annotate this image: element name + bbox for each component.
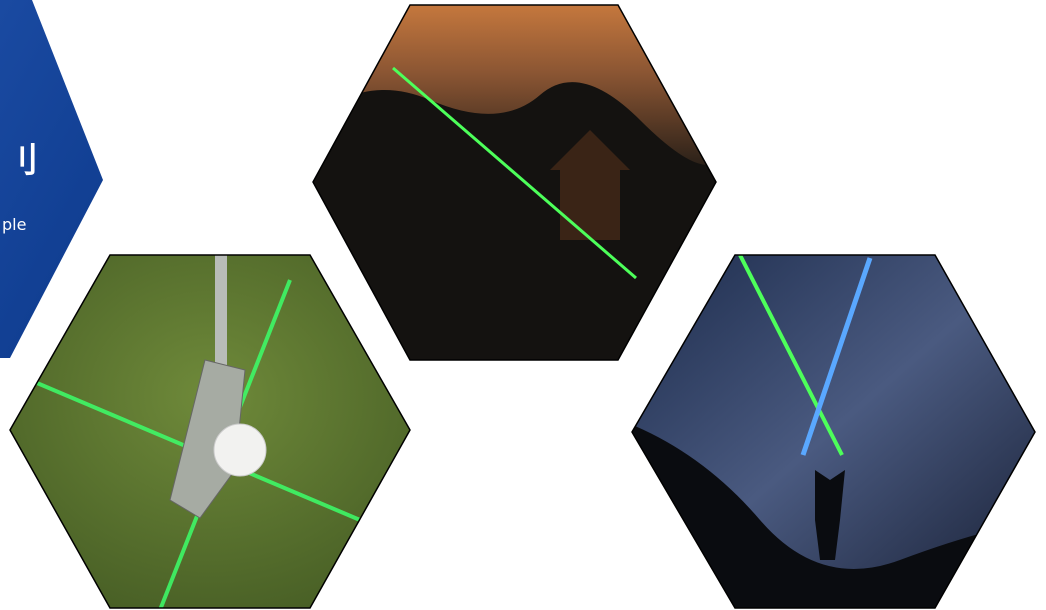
galaxy-photo bbox=[632, 255, 1035, 608]
hexagon-frame bbox=[631, 254, 1036, 609]
banner-subtitle: ple bbox=[2, 215, 26, 234]
night-city-photo bbox=[313, 5, 716, 360]
banner: 刂 ple bbox=[0, 0, 103, 358]
hexagon-frame bbox=[9, 254, 411, 609]
hexagon-frame bbox=[312, 4, 717, 361]
banner-hexagon bbox=[0, 0, 103, 358]
banner-title: 刂 bbox=[4, 141, 38, 181]
golf-photo bbox=[10, 255, 410, 608]
